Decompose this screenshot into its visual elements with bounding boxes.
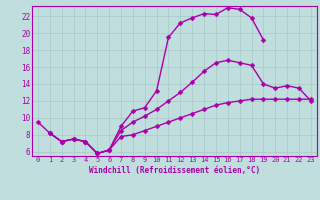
X-axis label: Windchill (Refroidissement éolien,°C): Windchill (Refroidissement éolien,°C) [89, 166, 260, 175]
